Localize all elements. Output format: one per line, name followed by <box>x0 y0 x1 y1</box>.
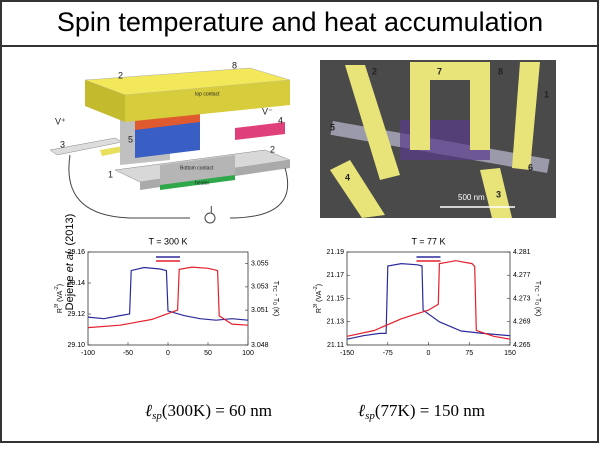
diagram-label: heater <box>195 180 210 186</box>
sem-label: 4 <box>345 172 350 182</box>
y2-tick-label: 3.055 <box>251 260 269 267</box>
x-tick-label: 0 <box>427 350 431 357</box>
diagram-label: V⁺ <box>55 116 66 126</box>
sem-label: 1 <box>544 89 549 99</box>
diagram-label: 8 <box>232 60 237 70</box>
formula: ℓsp(77K) = 150 nm <box>358 401 485 422</box>
formula-symbol: ℓ <box>358 401 365 420</box>
y2-tick-label: 3.048 <box>251 342 269 349</box>
x-tick-label: 75 <box>465 350 473 357</box>
y-tick-label: 21.11 <box>327 342 344 349</box>
diagram-label: Bottom contact <box>180 165 214 171</box>
y2-tick-label: 3.053 <box>251 284 269 291</box>
sem-label: 2 <box>372 66 377 76</box>
y-tick-label: 21.13 <box>326 319 344 326</box>
formula-subscript: sp <box>365 410 375 422</box>
citation-author: Dejene <box>64 272 76 310</box>
plot-title: T = 77 K <box>411 236 445 246</box>
diagram-label: top contact <box>195 91 220 97</box>
x-tick-label: -150 <box>340 350 354 357</box>
diagram-label: 2 <box>118 70 123 80</box>
y2-tick-label: 4.281 <box>513 249 531 256</box>
y-axis-label-part: ) <box>316 284 323 286</box>
y2-tick-label: 3.051 <box>251 307 269 314</box>
y-axis-label-part: ) <box>57 284 64 286</box>
y2-tick-label: 4.269 <box>513 319 531 326</box>
citation-year: (2013) <box>64 214 76 249</box>
y-tick-label: 29.12 <box>67 311 85 318</box>
diagram-label: 5 <box>128 134 133 144</box>
y2-axis-label-part: (K) <box>534 305 541 316</box>
formula: ℓsp(300K) = 60 nm <box>145 401 272 422</box>
sem-image <box>320 60 556 218</box>
x-tick-label: -75 <box>383 350 393 357</box>
y-axis-label-part: (VA <box>316 290 323 303</box>
y-tick-label: 29.10 <box>67 342 85 349</box>
y-tick-label: 29.14 <box>67 280 85 287</box>
diagram-label: 2 <box>270 144 275 154</box>
y-tick-label: 21.17 <box>326 272 344 279</box>
y-axis-label-part: (VA <box>57 290 64 303</box>
diagram-label: I <box>210 204 213 214</box>
x-tick-label: 100 <box>242 350 254 357</box>
citation: Dejene et al. (2013) <box>64 214 76 311</box>
y2-tick-label: 4.273 <box>513 295 531 302</box>
x-tick-label: 50 <box>204 350 212 357</box>
diagram-label: 1 <box>108 169 113 179</box>
y-tick-label: 21.15 <box>326 295 344 302</box>
x-tick-label: -50 <box>123 350 133 357</box>
x-tick-label: 0 <box>166 350 170 357</box>
sem-label: 5 <box>330 122 335 132</box>
diagram-label: 4 <box>278 115 283 125</box>
sem-label: 8 <box>498 66 503 76</box>
formula-text: (77K) = 150 nm <box>375 401 485 420</box>
slide-title: Spin temperature and heat accumulation <box>57 7 543 37</box>
plot-title: T = 300 K <box>148 236 187 246</box>
formula-text: (300K) = 60 nm <box>162 401 272 420</box>
x-tick-label: -100 <box>81 350 95 357</box>
x-tick-label: 150 <box>504 350 516 357</box>
y-tick-label: 29.16 <box>67 249 85 256</box>
formula-subscript: sp <box>152 410 162 422</box>
formula-symbol: ℓ <box>145 401 152 420</box>
sem-label: 3 <box>496 189 501 199</box>
sem-label: 7 <box>437 66 442 76</box>
diagram-label: 3 <box>60 139 65 149</box>
page: {"title": "Spin temperature and heat acc… <box>0 0 600 444</box>
sem-label: 6 <box>528 162 533 172</box>
diagram-label: V⁻ <box>262 106 273 116</box>
y2-axis-label-part: (K) <box>272 305 279 316</box>
slide: Spin temperature and heat accumulation D… <box>0 0 600 444</box>
sem-label: 500 nm <box>458 193 485 202</box>
y2-tick-label: 4.277 <box>513 272 531 279</box>
y2-tick-label: 4.265 <box>513 342 531 349</box>
y-tick-label: 21.19 <box>326 249 344 256</box>
